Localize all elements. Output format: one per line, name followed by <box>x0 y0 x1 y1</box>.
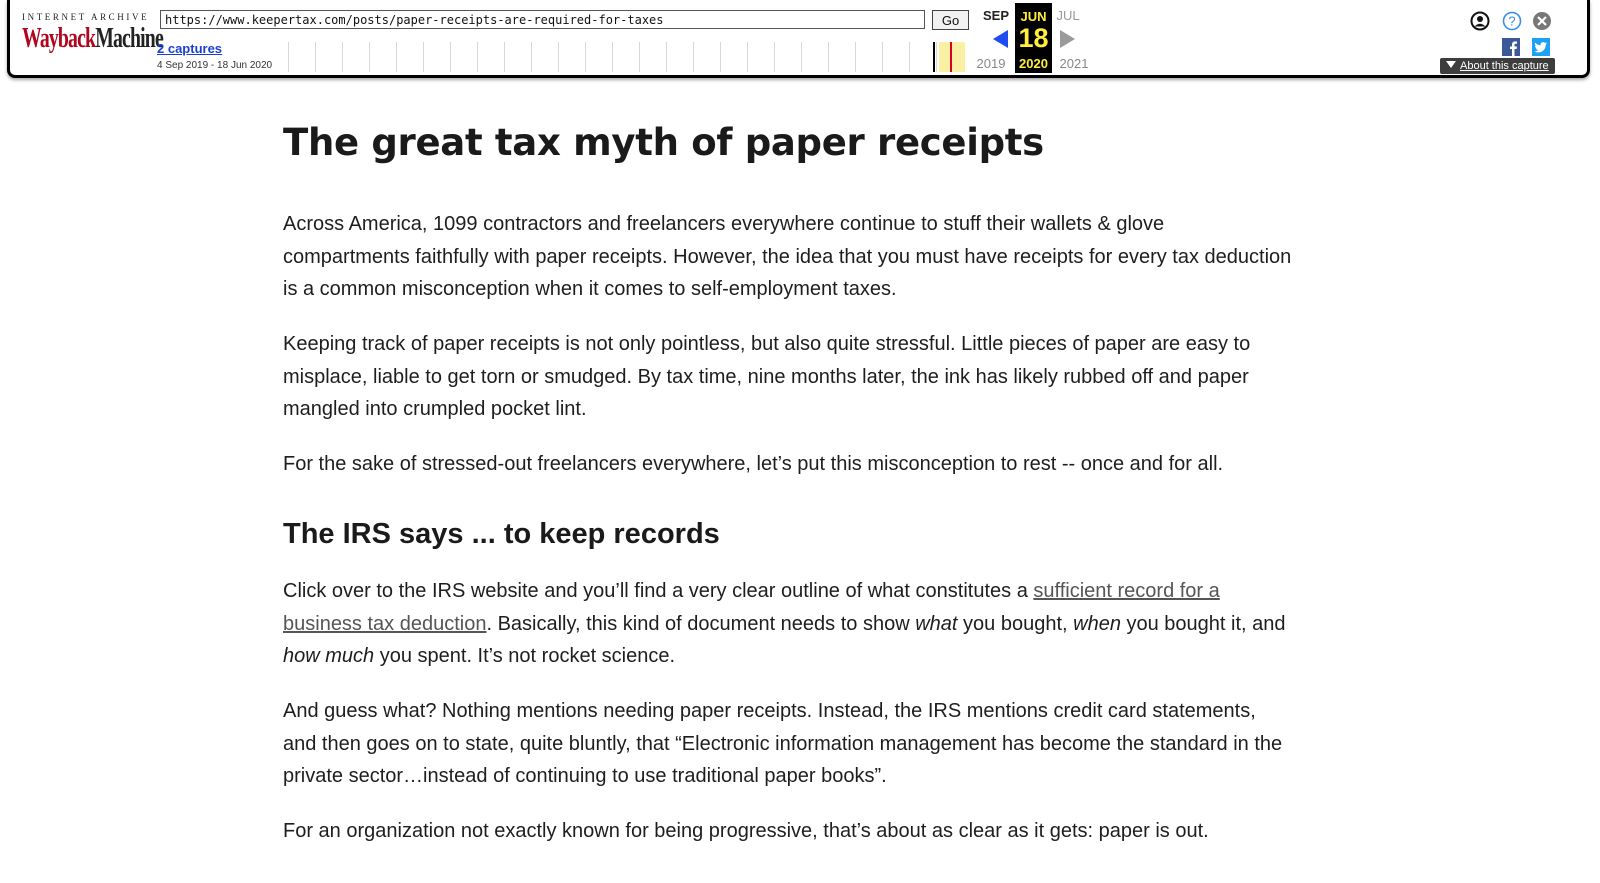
p4-text-before-link: Click over to the IRS website and you’ll… <box>283 580 1034 602</box>
current-year-label: 2020 <box>1019 56 1048 71</box>
p4-em-when: when <box>1073 612 1121 635</box>
prev-month-label[interactable]: SEP <box>982 8 1009 23</box>
wayback-toolbar: INTERNET ARCHIVE WaybackMachine Go 2 cap… <box>7 0 1590 78</box>
p4-text-mid1: you bought, <box>957 612 1074 635</box>
sparkline-current-capture <box>950 42 952 72</box>
paragraph-intro: Across America, 1099 contractors and fre… <box>283 213 1292 300</box>
section-heading-irs: The IRS says ... to keep records <box>283 518 720 550</box>
current-day-label: 18 <box>1018 23 1049 53</box>
wayback-logo[interactable]: INTERNET ARCHIVE WaybackMachine <box>22 12 164 64</box>
about-capture-button[interactable]: About this capture <box>1440 58 1555 74</box>
caret-down-icon <box>1446 61 1456 68</box>
next-year-label: 2021 <box>1059 56 1089 71</box>
paragraph-irs-records: Click over to the IRS website and you’ll… <box>283 575 1293 673</box>
facebook-icon[interactable] <box>1502 38 1520 56</box>
capture-range: 4 Sep 2019 - 18 Jun 2020 <box>157 60 273 71</box>
logo-machine-text: Machine <box>95 22 163 54</box>
paragraph-paper-is-out: For an organization not exactly known fo… <box>283 820 1209 842</box>
sparkline-current-year <box>939 42 965 72</box>
svg-text:?: ? <box>1508 14 1515 29</box>
paragraph-rest: For the sake of stressed-out freelancers… <box>283 453 1224 475</box>
close-icon[interactable] <box>1532 11 1552 31</box>
current-capture-date: JUN 18 2020 <box>1015 3 1052 73</box>
p4-text-mid2: you bought it, and <box>1120 612 1286 635</box>
paragraph-guess-what: And guess what? Nothing mentions needing… <box>283 700 1283 787</box>
article-title: The great tax myth of paper receipts <box>283 121 1044 164</box>
twitter-icon[interactable] <box>1532 38 1550 56</box>
captures-link[interactable]: 2 captures <box>157 41 223 56</box>
prev-year-label[interactable]: 2019 <box>976 56 1006 71</box>
sufficient-record-link[interactable]: sufficient record for a business tax ded… <box>283 580 1220 635</box>
sparkline-capture-mark <box>933 42 935 72</box>
about-capture-label: About this capture <box>1460 60 1549 72</box>
go-button[interactable]: Go <box>932 10 969 30</box>
paragraph-stress: Keeping track of paper receipts is not o… <box>283 333 1251 420</box>
url-input[interactable] <box>160 10 925 29</box>
prev-capture-arrow-icon[interactable] <box>993 30 1008 48</box>
next-month-label: JUL <box>1056 8 1080 23</box>
help-icon[interactable]: ? <box>1502 11 1522 31</box>
logo-way-text: Wayback <box>22 22 96 54</box>
p4-em-how-much: how much <box>283 645 375 667</box>
current-month-label: JUN <box>1020 9 1047 24</box>
capture-sparkline[interactable] <box>288 42 968 72</box>
user-icon[interactable] <box>1470 11 1490 31</box>
article: The great tax myth of paper receipts Acr… <box>283 118 1293 842</box>
p4-text-end: you spent. It’s not rocket science. <box>374 645 676 667</box>
p4-text-after-link: . Basically, this kind of document needs… <box>486 612 916 635</box>
logo-internet-archive-text: INTERNET ARCHIVE <box>22 12 150 22</box>
logo-wayback-machine-text: WaybackMachine <box>22 22 164 54</box>
next-capture-arrow-icon <box>1060 30 1075 48</box>
p4-em-what: what <box>915 612 958 635</box>
